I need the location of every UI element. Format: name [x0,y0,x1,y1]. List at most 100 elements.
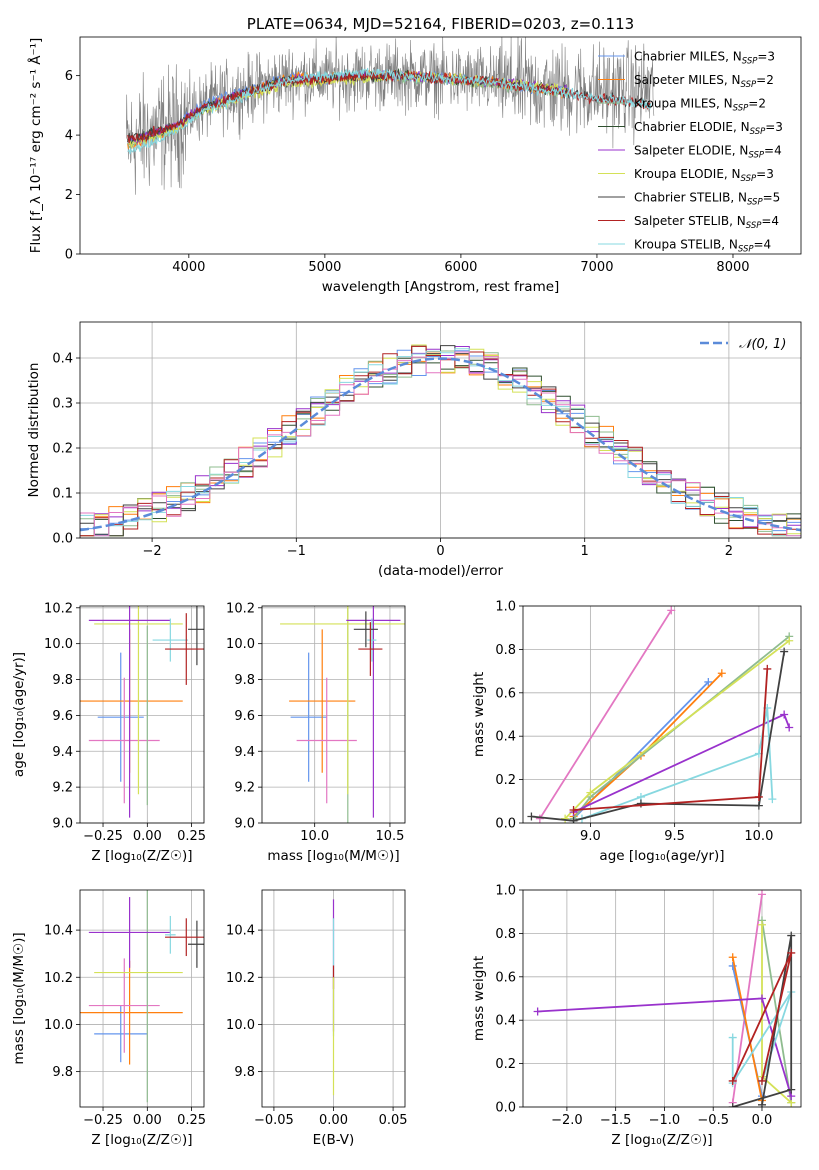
x-tick-label: −0.25 [83,829,123,844]
plot-area [280,606,405,823]
weight-marker [704,677,713,686]
x-tick-label: 0.00 [133,1113,162,1128]
panel-7: −0.05 0.00 0.05 9.8 10.0 10.2 10.4 E(B-V) [226,889,408,1148]
x-tick-label: 1 [581,544,589,559]
y-tick-label: 9.4 [52,745,73,760]
y-tick-label: 0.0 [495,1101,516,1116]
y-tick-label: 10.2 [44,971,73,986]
observed-spectrum [126,37,655,195]
weight-marker [785,723,794,732]
histogram-10 [80,351,801,538]
y-tick-label: 10.0 [44,1018,73,1033]
weight-line [761,920,793,1103]
model-salpeter-stelib [127,69,651,143]
weight-marker [787,931,796,940]
legend: Chabrier MILES, NSSP=3 Salpeter MILES, NS… [598,50,783,255]
x-tick-label: 7000 [580,260,613,275]
panel-4: 10.0 10.5 9.0 9.2 9.4 9.6 9.8 10.0 10.2 mass [log… [226,601,406,864]
x-tick-label: 10.5 [375,829,404,844]
x-axis-label: Z [log₁₀(Z/Z☉)] [91,848,192,864]
y-tick-label: 10.2 [44,601,73,616]
x-tick-label: 2 [725,544,733,559]
y-axis-label: age [log₁₀(age/yr)] [11,652,27,777]
errorbar-point [152,618,189,662]
x-tick-label: 9.0 [580,829,601,844]
errorbar-point [280,606,405,795]
y-tick-label: 9.8 [52,1065,73,1080]
y-tick-label: 2 [65,188,73,203]
chart-title: PLATE=0634, MJD=52164, FIBERID=0203, z=0… [247,15,634,33]
weight-marker [787,1085,796,1094]
x-tick-label: 6000 [444,260,477,275]
weight-marker [754,801,763,810]
y-tick-label: 9.8 [52,673,73,688]
normal-reference-curve [80,357,801,532]
y-tick-label: 0.4 [52,352,73,367]
weight-marker [569,805,578,814]
x-tick-label: −1 [287,544,306,559]
y-tick-label: 9.6 [234,709,255,724]
axes-frame [522,605,802,824]
y-tick-label: 9.6 [52,709,73,724]
weight-marker [728,1033,737,1042]
legend-label: Chabrier ELODIE, NSSP=3 [634,120,783,137]
y-axis-label: mass weight [471,672,487,757]
y-tick-label: 0.8 [495,643,516,658]
y-tick-label: 0 [65,248,73,263]
x-tick-label: −0.25 [83,1113,123,1128]
y-tick-label: 9.2 [234,781,255,796]
y-tick-label: 9.4 [234,745,255,760]
x-axis-label: age [log₁₀(age/yr)] [599,848,724,864]
axes-frame [79,321,802,539]
plot-area [80,344,801,538]
weight-marker [728,1076,737,1085]
grid-lines [80,606,204,824]
weight-marker [561,814,570,823]
axes-frame [79,605,205,824]
legend-label: Chabrier STELIB, NSSP=5 [634,191,780,208]
x-axis-label: E(B-V) [313,1132,355,1148]
weight-marker [728,1103,737,1107]
legend-label: Kroupa STELIB, NSSP=4 [634,238,771,255]
weight-marker [785,636,794,645]
y-tick-label: 0.0 [52,532,73,547]
x-tick-label: 0.25 [177,1113,206,1128]
y-tick-label: 9.0 [234,817,255,832]
panel-2: −2 −1 0 1 2 0.0 0.1 0.2 0.3 0.4 (data-model)/error… [26,321,802,579]
plot-area [533,890,796,1107]
y-axis-label: Flux [f_λ 10⁻¹⁷ erg cm⁻² s⁻¹ Å⁻¹] [27,38,44,254]
weight-marker [768,795,777,804]
legend-label: Salpeter MILES, NSSP=2 [634,73,774,90]
weight-marker [569,816,578,823]
x-tick-label: −2.0 [551,1113,583,1128]
errorbar-point [290,652,327,782]
grid-lines [262,606,405,824]
legend-label: Salpeter ELODIE, NSSP=4 [634,144,782,161]
errorbar-point [358,622,383,676]
y-tick-label: 4 [65,129,73,144]
axes-frame [522,889,802,1108]
plot-area [126,37,655,195]
x-tick-label: 0.0 [752,1113,773,1128]
y-tick-label: 6 [65,69,73,84]
panel-5: 9.0 9.5 10.0 0.0 0.2 0.4 0.6 0.8 1.0 age [log₁₀(a… [471,600,802,864]
y-tick-label: 0.6 [495,970,516,985]
errorbar-point [346,606,401,818]
weight-marker [757,920,766,929]
legend-label: Salpeter STELIB, NSSP=4 [634,214,779,231]
errorbar-point [88,677,160,804]
errorbar-point [353,611,378,648]
x-tick-label: 4000 [172,260,205,275]
weight-series-1 [535,606,676,823]
x-axis-label: Z [log₁₀(Z/Z☉)] [91,1132,192,1148]
y-tick-label: 9.2 [52,781,73,796]
weight-marker [757,1076,766,1085]
y-tick-label: 0.4 [495,730,516,745]
x-tick-label: −1.0 [649,1113,681,1128]
weight-marker [757,994,766,1003]
axes-frame [261,889,406,1108]
y-tick-label: 0.2 [52,442,73,457]
errorbar-point [165,915,176,954]
histogram-9 [80,348,801,538]
y-tick-label: 9.8 [234,1065,255,1080]
